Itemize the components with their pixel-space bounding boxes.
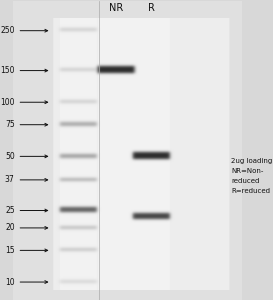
Text: 100: 100 (0, 98, 48, 107)
Text: 250: 250 (0, 26, 48, 35)
Text: 10: 10 (5, 278, 48, 286)
Text: 50: 50 (5, 152, 48, 161)
Text: R: R (148, 3, 155, 13)
Text: NR: NR (109, 3, 123, 13)
Text: 15: 15 (5, 246, 48, 255)
Text: NR=Non-: NR=Non- (231, 168, 263, 174)
Text: R=reduced: R=reduced (231, 188, 270, 194)
Text: 37: 37 (5, 176, 48, 184)
Text: reduced: reduced (231, 178, 259, 184)
Text: 25: 25 (5, 206, 48, 215)
Text: 150: 150 (0, 66, 48, 75)
Text: 2ug loading: 2ug loading (231, 158, 272, 164)
Text: 20: 20 (5, 224, 48, 232)
Text: 75: 75 (5, 120, 48, 129)
